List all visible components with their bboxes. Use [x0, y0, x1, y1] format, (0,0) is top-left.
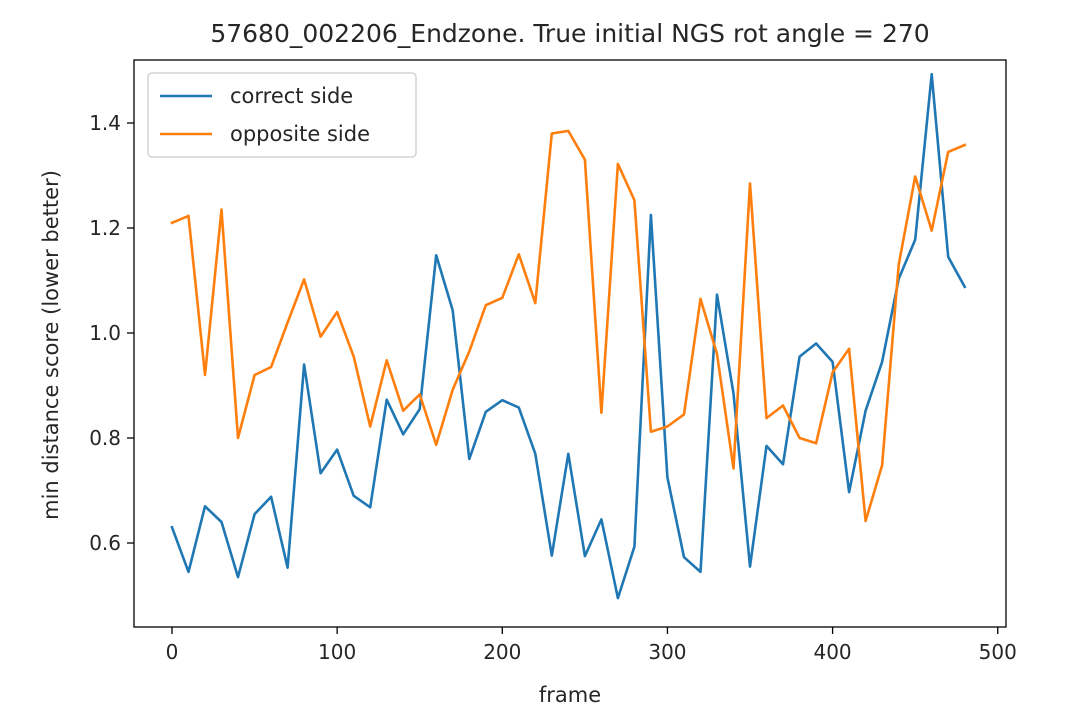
plot-area: [133, 59, 1007, 628]
x-tick-label: 300: [648, 640, 686, 664]
series-line-correct-side: [170, 72, 967, 600]
x-axis-ticks: 0 100 200 300 400 500: [166, 627, 1017, 664]
legend: correct side opposite side: [147, 72, 417, 158]
x-tick-label: 500: [979, 640, 1017, 664]
legend-label-opposite-side: opposite side: [230, 122, 370, 146]
y-tick-label: 1.4: [89, 111, 121, 135]
plot-frame: [133, 59, 1007, 628]
y-axis-ticks: 0.6 0.8 1.0 1.2 1.4: [89, 111, 134, 555]
legend-label-correct-side: correct side: [230, 84, 353, 108]
y-tick-label: 1.2: [89, 216, 121, 240]
y-tick-label: 0.8: [89, 426, 121, 450]
x-tick-label: 200: [483, 640, 521, 664]
series-line-opposite-side: [170, 129, 967, 523]
y-tick-label: 0.6: [89, 531, 121, 555]
legend-box: [147, 72, 417, 158]
y-axis-label: min distance score (lower better): [39, 170, 63, 520]
x-axis-label: frame: [539, 683, 601, 707]
x-tick-label: 400: [813, 640, 851, 664]
chart-title: 57680_002206_Endzone. True initial NGS r…: [210, 19, 929, 48]
y-tick-label: 1.0: [89, 321, 121, 345]
x-tick-label: 100: [318, 640, 356, 664]
x-tick-label: 0: [166, 640, 179, 664]
